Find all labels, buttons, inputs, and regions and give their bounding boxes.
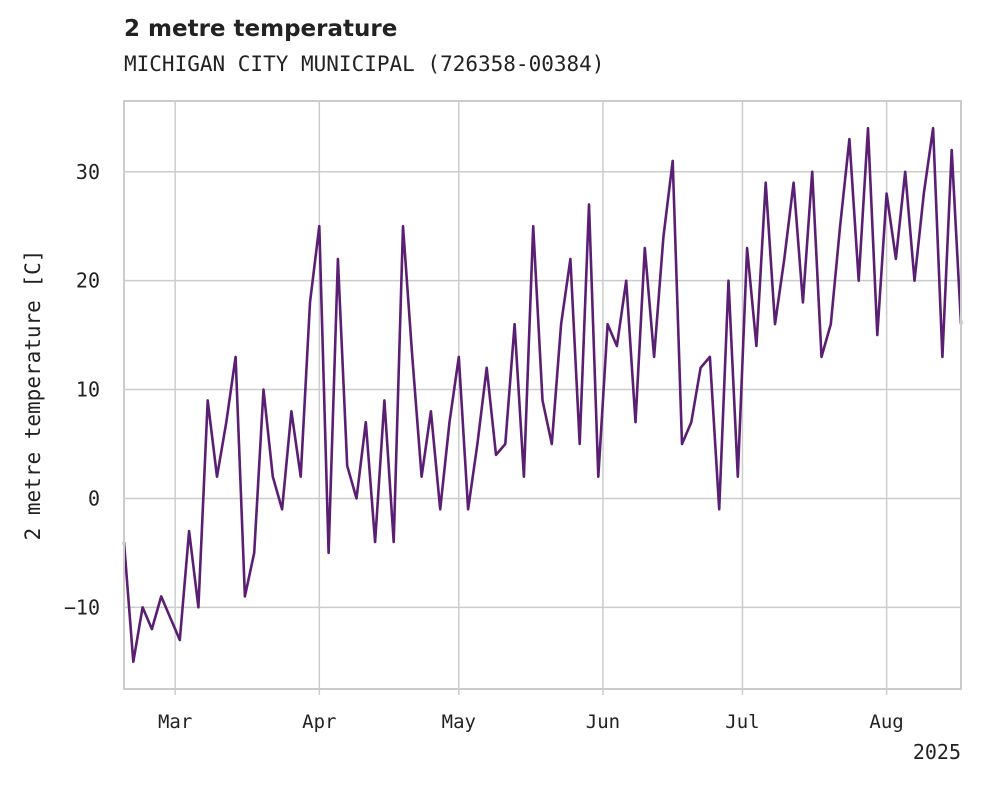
x-year-label: 2025: [913, 740, 961, 764]
y-tick-label: 30: [76, 160, 100, 184]
plot-frame: [123, 100, 962, 690]
y-tick-label: −10: [64, 595, 100, 619]
y-axis-label: 2 metre temperature [C]: [21, 250, 45, 541]
y-tick-label: 20: [76, 269, 100, 293]
chart-title: 2 metre temperature: [124, 16, 398, 42]
x-tick-label: Jul: [725, 711, 759, 733]
y-tick-label: 0: [88, 486, 100, 510]
x-tick-label: Apr: [302, 711, 336, 733]
chart-subtitle: MICHIGAN CITY MUNICIPAL (726358-00384): [124, 52, 605, 76]
x-tick-label: Aug: [869, 711, 903, 733]
series-line: [122, 126, 963, 664]
x-tick-label: Mar: [158, 711, 192, 733]
x-tick-label: May: [442, 711, 476, 733]
x-tick-label: Jun: [586, 711, 620, 733]
y-tick-label: 10: [76, 378, 100, 402]
